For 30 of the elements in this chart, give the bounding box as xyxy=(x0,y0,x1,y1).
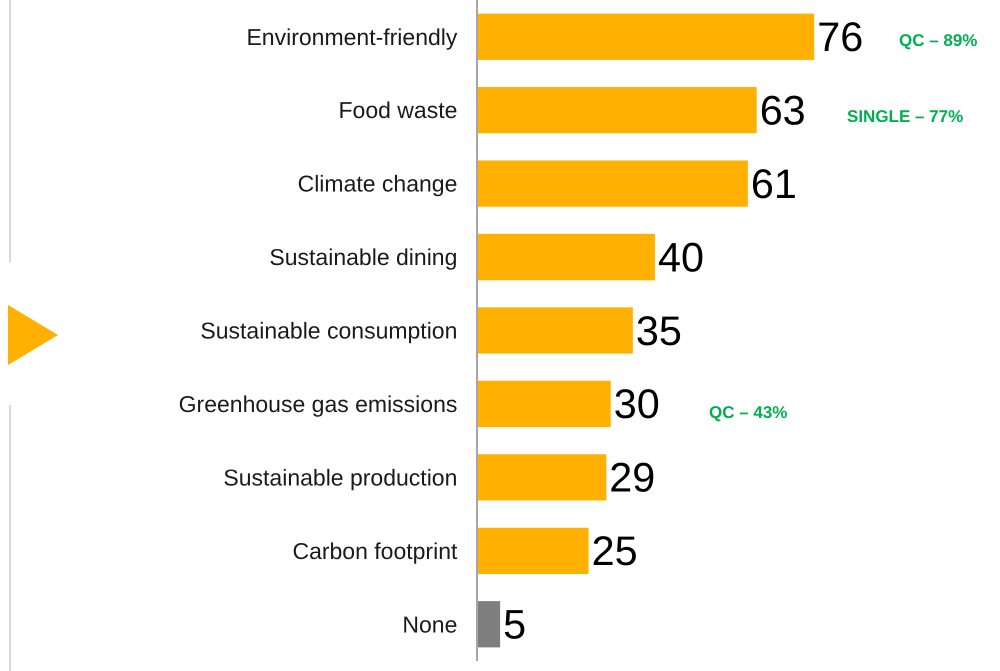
bar xyxy=(478,14,814,60)
data-label: 29 xyxy=(609,454,656,501)
data-label: 35 xyxy=(636,308,682,354)
annotation: QC – 43% xyxy=(709,403,788,422)
data-label: 40 xyxy=(658,234,704,280)
bar xyxy=(478,601,500,648)
annotation: QC – 89% xyxy=(899,31,978,50)
data-label: 61 xyxy=(750,160,797,207)
data-label: 63 xyxy=(760,87,806,134)
y-tick-label: Climate change xyxy=(298,170,458,197)
data-label: 30 xyxy=(614,381,660,428)
y-tick-label: Sustainable dining xyxy=(269,244,458,270)
bar xyxy=(478,160,748,207)
y-tick-label: Greenhouse gas emissions xyxy=(178,390,458,417)
bar xyxy=(478,307,633,354)
bar xyxy=(478,380,611,428)
bar xyxy=(478,87,757,134)
y-tick-label: Carbon footprint xyxy=(292,538,458,564)
y-tick-label: Sustainable production xyxy=(223,464,458,490)
data-label: 25 xyxy=(592,528,638,574)
y-tick-label: Food waste xyxy=(338,97,458,124)
data-label: 76 xyxy=(817,14,864,60)
y-tick-label: None xyxy=(402,611,458,638)
y-tick-label: Environment-friendly xyxy=(246,24,458,50)
bar xyxy=(478,234,655,280)
y-tick-label: Sustainable consumption xyxy=(200,318,458,344)
data-label: 5 xyxy=(503,602,526,648)
annotation: SINGLE – 77% xyxy=(847,107,964,126)
bar xyxy=(478,454,606,501)
bar xyxy=(478,528,589,574)
